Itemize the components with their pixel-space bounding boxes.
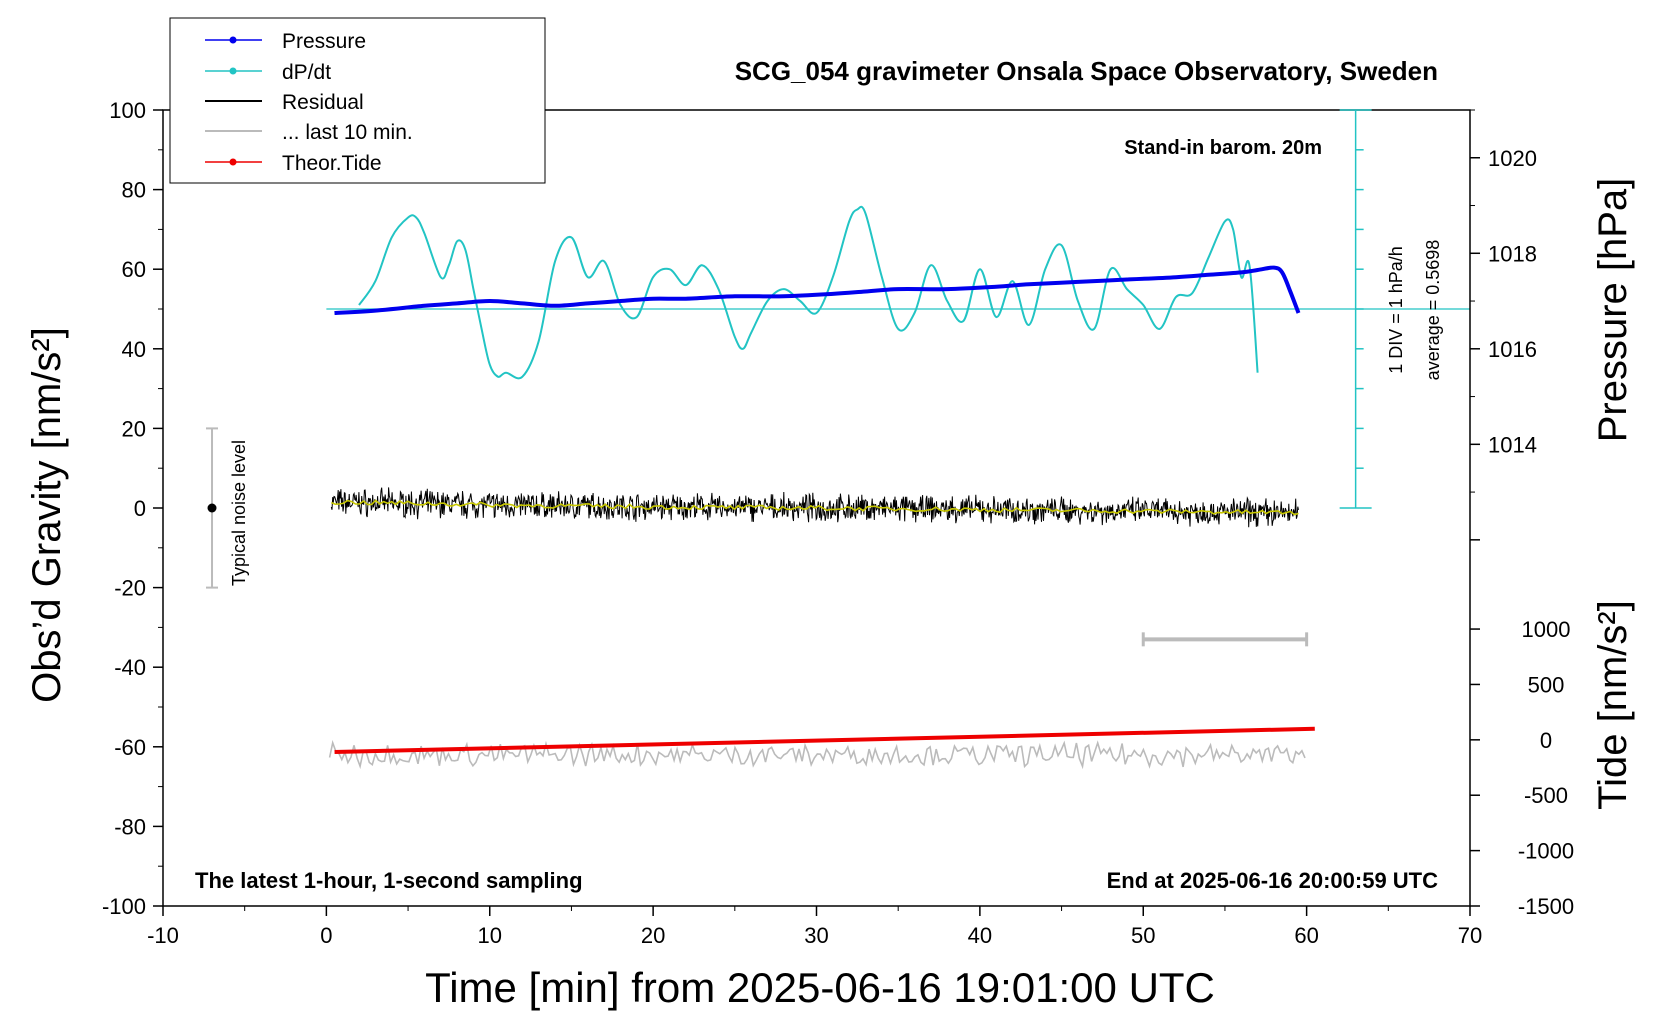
legend: Pressure dP/dt Residual ... last 10 min.… [169, 17, 546, 184]
x-tick-label: -10 [147, 923, 179, 948]
legend-label-residual: Residual [282, 91, 364, 114]
barometer-note: Stand-in barom. 20m [1124, 137, 1322, 159]
y-tick-label-left: -60 [114, 735, 146, 760]
y-tick-label-left: 0 [134, 496, 146, 521]
pressure-tick-label: 1018 [1488, 241, 1537, 266]
end-time-note: End at 2025-06-16 20:00:59 UTC [1107, 868, 1438, 893]
tide-tick-label: -1500 [1518, 894, 1574, 919]
noise-bar-center [207, 503, 217, 513]
last-10-min-line [328, 739, 1306, 770]
y-tick-label-left: 40 [122, 337, 146, 362]
pressure-tick-label: 1014 [1488, 432, 1537, 457]
x-tick-label: 10 [478, 923, 502, 948]
y-tick-label-left: -80 [114, 814, 146, 839]
x-tick-label: 0 [320, 923, 332, 948]
x-tick-label: 60 [1294, 923, 1318, 948]
pressure-line [334, 265, 1301, 315]
x-tick-label: 30 [804, 923, 828, 948]
div-note: 1 DIV = 1 hPa/h [1386, 246, 1406, 374]
tide-tick-label: -1000 [1518, 839, 1574, 864]
y-tick-label-left: -40 [114, 655, 146, 680]
noise-label: Typical noise level [229, 440, 249, 586]
x-tick-label: 70 [1458, 923, 1482, 948]
axes-layer: -10 0 10 20 30 40 50 60 70100806040200-20-40-60-… [102, 98, 1574, 948]
legend-marker-dpdt [229, 67, 237, 75]
tide-tick-label: -500 [1524, 783, 1568, 808]
legend-marker-tide [229, 158, 237, 166]
y-tick-label-left: -100 [102, 894, 146, 919]
legend-label-tide: Theor.Tide [282, 152, 382, 175]
legend-label-dpdt: dP/dt [282, 61, 331, 84]
x-tick-label: 50 [1131, 923, 1155, 948]
series-layer [206, 205, 1470, 770]
residual-smooth-line [331, 499, 1299, 516]
chart-title: SCG_054 gravimeter Onsala Space Observat… [735, 56, 1438, 86]
legend-label-last10: ... last 10 min. [282, 121, 413, 144]
x-axis-label: Time [min] from 2025-06-16 19:01:00 UTC [425, 964, 1215, 1011]
y-tick-label-left: 100 [109, 98, 146, 123]
residual-line [330, 487, 1299, 528]
pressure-tick-label: 1016 [1488, 337, 1537, 362]
y-tick-label-left: -20 [114, 576, 146, 601]
dpdt-line [358, 205, 1259, 380]
tide-tick-label: 500 [1528, 672, 1565, 697]
y-axis-label-left: Obs’d Gravity [nm/s²] [25, 327, 69, 703]
tide-line [334, 726, 1315, 755]
x-tick-label: 40 [968, 923, 992, 948]
tide-tick-label: 0 [1540, 728, 1552, 753]
y-tick-label-left: 60 [122, 257, 146, 282]
average-note: average = 0.5698 [1423, 240, 1443, 381]
y-axis-label-pressure: Pressure [hPa] [1591, 178, 1635, 443]
sampling-note: The latest 1-hour, 1-second sampling [195, 868, 583, 893]
legend-label-pressure: Pressure [282, 30, 366, 53]
x-tick-label: 20 [641, 923, 665, 948]
y-tick-label-left: 20 [122, 416, 146, 441]
legend-marker-pressure [229, 36, 237, 44]
y-tick-label-left: 80 [122, 178, 146, 203]
y-axis-label-tide: Tide [nm/s²] [1591, 600, 1635, 810]
pressure-tick-label: 1020 [1488, 146, 1537, 171]
tide-tick-label: 1000 [1522, 617, 1571, 642]
